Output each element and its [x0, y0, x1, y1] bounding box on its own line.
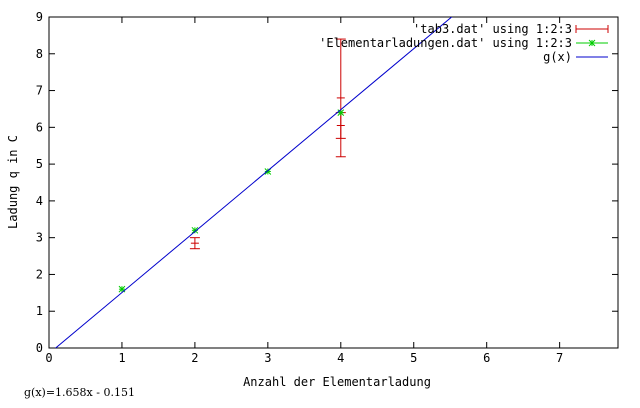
data-point [337, 109, 345, 116]
error-bar [335, 38, 346, 158]
error-bar [189, 237, 200, 250]
y-tick-label: 9 [36, 10, 43, 24]
y-tick-label: 0 [36, 341, 43, 355]
y-tick-label: 7 [36, 84, 43, 98]
series-layer [54, 17, 453, 348]
y-tick-label: 3 [36, 231, 43, 245]
x-tick-label: 6 [483, 351, 490, 365]
fit-line [54, 17, 453, 348]
y-axis-label: Ladung q in C [6, 135, 20, 229]
x-tick-label: 0 [45, 351, 52, 365]
y-tick-label: 8 [36, 47, 43, 61]
x-tick-label: 5 [410, 351, 417, 365]
data-point [264, 168, 272, 175]
x-tick-label: 4 [337, 351, 344, 365]
x-tick-label: 1 [118, 351, 125, 365]
plot-frame [48, 16, 619, 349]
y-tick-label: 1 [36, 304, 43, 318]
y-tick-label: 6 [36, 120, 43, 134]
y-tick-label: 4 [36, 194, 43, 208]
legend-sample-marker [588, 39, 596, 47]
fit-formula: g(x)=1.658x - 0.151 [24, 386, 135, 399]
legend-label: g(x) [543, 50, 572, 64]
y-tick-label: 5 [36, 157, 43, 171]
legend: 'tab3.dat' using 1:2:3'Elementarladungen… [319, 22, 609, 64]
x-tick-label: 7 [556, 351, 563, 365]
x-tick-label: 3 [264, 351, 271, 365]
legend-label: 'tab3.dat' using 1:2:3 [413, 22, 572, 36]
legend-label: 'Elementarladungen.dat' using 1:2:3 [319, 36, 572, 50]
x-axis-label: Anzahl der Elementarladung [243, 375, 431, 389]
axes: 0 1 2 3 4 5 6 7 0 1 2 3 4 5 6 7 8 9 [36, 10, 618, 365]
x-tick-label: 2 [191, 351, 198, 365]
data-point [118, 285, 126, 293]
y-tick-label: 2 [36, 267, 43, 281]
